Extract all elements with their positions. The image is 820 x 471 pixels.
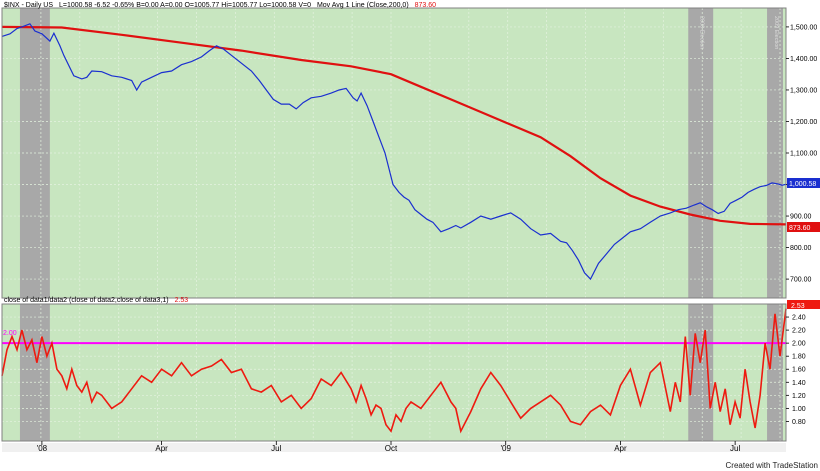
ratio-panel-frame [1,303,787,442]
y-tick-label: 1,500.00 [790,24,817,31]
moving-average-line [1,25,787,226]
price-panel-grid [1,8,786,298]
x-axis-band [2,443,786,452]
shaded-band-1 [688,8,714,298]
y-tick-label: 1,400.00 [790,56,817,63]
shaded-band-0 [19,304,50,441]
x-tick-label: Jul [730,444,740,453]
ratio-panel-background [2,304,786,441]
shaded-band-2 [767,304,784,441]
x-tick-label: Apr [614,444,627,453]
y-tick-label: 800.00 [790,245,812,252]
y-tick-label: 1.40 [792,380,806,387]
y-tick-label: 1.60 [792,367,806,374]
y-tick-label: 2.00 [792,341,806,348]
ratio-last-value-label: 2.53 [787,300,820,310]
x-tick-label: '08 [37,444,48,453]
y-tick-label: 1,300.00 [790,87,817,94]
y-tick-label: 700.00 [790,277,812,284]
band-annotation: 2008 Election [699,16,705,49]
x-tick-label: Jul [271,444,281,453]
svg-text:873.60: 873.60 [789,225,811,232]
ratio-line [1,308,787,434]
svg-text:2.53: 2.53 [791,303,805,310]
ratio-header: close of data1/data2 (close of data2,clo… [4,297,188,304]
y-tick-label: 1,200.00 [790,119,817,126]
band-annotation: 2009 Election [773,16,779,49]
x-axis: '08 Apr Jul Oct '09 Apr Jul [37,441,740,453]
credit-text: Created with TradeStation [726,461,819,470]
y-tick-label: 1,100.00 [790,151,817,158]
ma-value-label: 873.60 [787,222,820,232]
y-tick-label: 1.00 [792,406,806,413]
x-tick-label: '09 [500,444,511,453]
price-panel-shaded-bands: 2008 Election 2009 Election [19,8,784,298]
y-tick-label: 0.80 [792,419,806,426]
y-tick-label: 2.20 [792,328,806,335]
last-price-label: 1,000.58 [787,178,820,188]
y-tick-label: 1.20 [792,393,806,400]
x-tick-label: Apr [155,444,168,453]
y-tick-label: 2.40 [792,315,806,322]
svg-text:1,000.58: 1,000.58 [789,181,816,188]
price-line [1,23,787,281]
price-header: $INX - Daily US L=1000.58 -6.52 -0.65% B… [4,2,436,9]
y-tick-label: 900.00 [790,214,812,221]
x-tick-label: Oct [385,444,398,453]
y-tick-label: 1.80 [792,354,806,361]
threshold-left-label: 2.00 [3,330,17,337]
ratio-y-axis: 2.40 2.20 2.00 1.80 1.60 1.40 1.20 1.00 0.80 [786,315,806,426]
